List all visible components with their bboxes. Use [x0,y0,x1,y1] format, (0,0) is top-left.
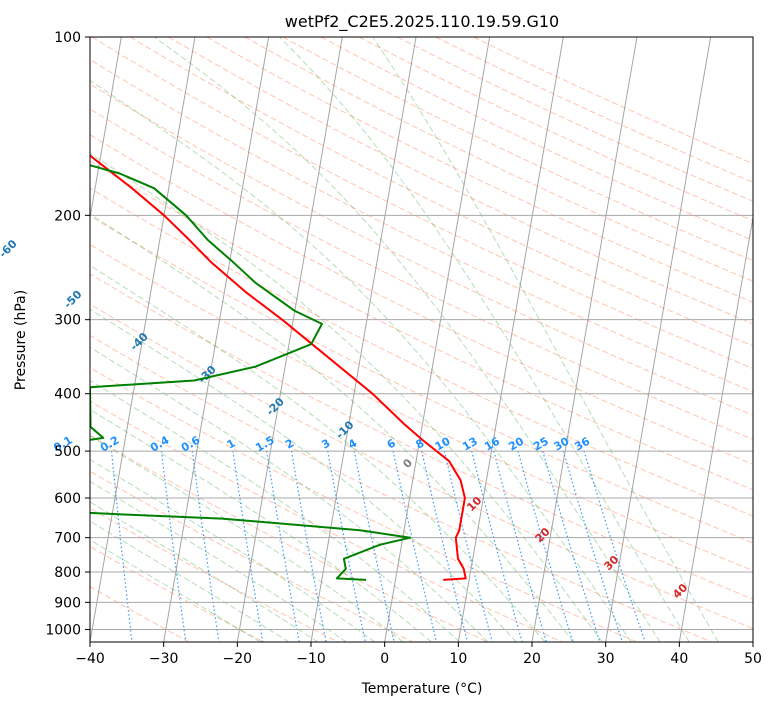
moist-adiabat-line [90,213,574,642]
moist-adiabat-line [153,37,661,642]
isotherm-line [163,37,270,642]
mixing-ratio-line [517,450,574,642]
mixing-ratio-line [443,450,493,642]
y-tick-label: 300 [54,313,81,329]
dry-adiabat-line [90,58,753,393]
dry-adiabat-line [282,37,753,262]
mixing-ratio-line [562,450,623,642]
x-tick-label: 40 [670,651,688,667]
moist-adiabat-line [90,480,347,642]
dry-adiabat-line [90,134,753,465]
dry-adiabat-line [90,334,712,642]
moist-adiabat-line [90,152,603,642]
y-axis: 100 200 300 400 500 600 700 800 900 1000 [45,30,90,638]
x-tick-label: 20 [523,651,541,667]
y-axis-label: Pressure (hPa) [13,290,29,390]
dry-adiabat-line [90,434,488,642]
chart-title: wetPf2_C2E5.2025.110.19.59.G10 [285,12,559,32]
isotherm-line [236,37,343,642]
x-tick-label: −30 [149,651,179,667]
y-tick-label: 400 [54,387,81,403]
mixing-ratio-line [421,450,469,642]
x-axis: −40 −30 −20 −10 0 10 20 30 40 50 [75,642,762,667]
dry-adiabat-line [90,160,753,491]
mixing-ratio-line [290,451,327,642]
moist-adiabat-line [90,501,319,642]
dry-adiabat-line [206,37,753,303]
dry-adiabat-line [244,37,753,282]
x-tick-label: −10 [296,651,326,667]
isotherm-label: -60 [0,237,20,260]
moist-adiabat-line [372,37,719,642]
isotherm-line [752,639,753,642]
x-tick-label: 30 [597,651,615,667]
y-tick-label: 700 [54,531,81,547]
moist-adiabat-line [90,379,461,642]
mixing-ratio-line [471,450,523,642]
dry-adiabat-line [129,37,753,347]
dry-adiabat-line [435,37,753,183]
y-tick-label: 200 [54,208,81,224]
y-tick-label: 100 [54,30,81,46]
plot-area [90,37,753,642]
isotherm-label: -50 [61,288,84,311]
mixing-ratio-line [266,451,300,642]
x-tick-label: −20 [223,651,253,667]
dry-adiabat-line [90,108,753,440]
dry-adiabat-line [90,303,753,630]
dry-adiabat-line [90,507,339,642]
dry-adiabat-line [358,37,753,222]
temperature-profile-line [90,154,467,581]
dry-adiabat-line [90,367,638,642]
y-tick-label: 500 [54,444,81,460]
y-tick-label: 1000 [45,622,81,638]
dry-adiabat-line [90,83,753,416]
isotherm-line [90,37,196,642]
isotherm-line [90,37,122,221]
isotherm-line [384,37,491,642]
dry-adiabat-line [168,37,753,325]
mixing-ratio-line [191,451,220,642]
mixing-ratio-line [232,451,264,642]
moist-adiabat-line [279,37,690,642]
moist-adiabat-line [90,435,404,642]
isotherm-line [605,37,712,642]
y-tick-label: 600 [54,491,81,507]
x-axis-label: Temperature (°C) [361,681,483,697]
moist-adiabat-line [90,308,517,642]
mixing-ratio-line [542,450,601,642]
x-tick-label: −40 [75,651,105,667]
isotherm-line [678,214,753,642]
x-tick-label: 10 [449,651,467,667]
mixing-ratio-line [110,451,133,642]
isotherm-line [310,37,417,642]
plot-frame [89,36,754,643]
y-tick-label: 800 [54,565,81,581]
moist-adiabat-line [90,79,632,642]
dry-adiabat-line [91,37,753,370]
mixing-ratio-line [392,450,437,642]
mixing-ratio-line [160,451,187,642]
y-tick-label: 900 [54,595,81,611]
dry-adiabat-line [90,215,753,544]
dewpoint-profile-line [90,164,412,581]
isotherm-line [457,37,564,642]
isotherm-line [531,37,638,642]
dry-adiabat-line [90,243,753,572]
mixing-ratio-line [583,450,646,642]
x-tick-label: 0 [380,651,389,667]
x-tick-label: 50 [744,651,762,667]
profiles [90,154,467,581]
mixing-ratio-line [493,450,547,642]
mixing-ratio-line [327,450,366,642]
